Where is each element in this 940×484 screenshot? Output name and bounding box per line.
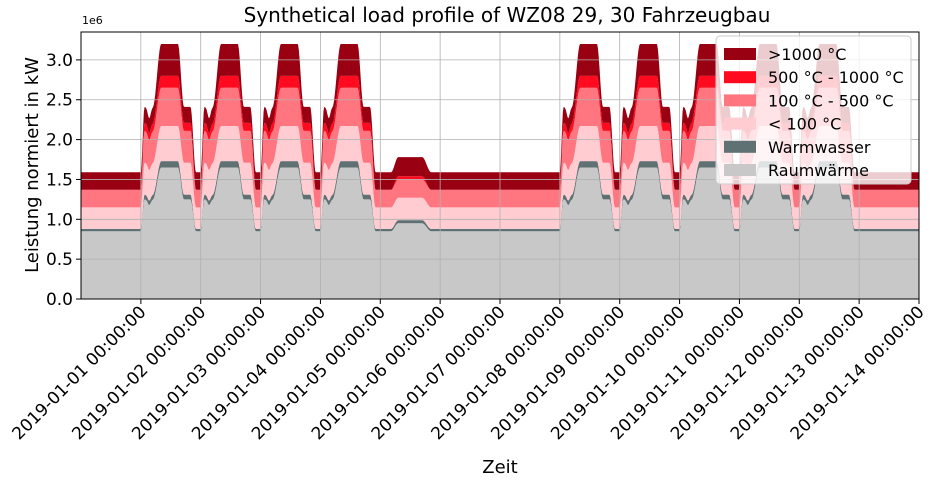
y-ticks: 0.0 0.5 1.0 1.5 2.0 2.5 3.0 [46,51,81,310]
y-tick-label: 1.0 [46,210,73,230]
legend-label: < 100 °C [768,115,841,134]
x-axis-label: Zeit [482,457,517,478]
legend-label: Warmwasser [768,138,871,157]
legend-swatch [724,140,756,153]
legend-label: 100 °C - 500 °C [768,91,894,110]
legend-label: Raumwärme [768,161,869,180]
area-< 100 °C [81,126,919,229]
area-100 °C - 500 °C [81,87,919,208]
legend-label: >1000 °C [768,45,846,64]
y-tick-label: 0.0 [46,290,73,310]
y-tick-label: 3.0 [46,51,73,71]
y-tick-label: 0.5 [46,250,73,270]
area-Warmwasser [81,161,919,232]
legend-swatch [724,71,756,84]
legend-swatch [724,48,756,60]
legend-swatch [724,117,756,130]
y-offset-label: 1e6 [82,14,103,27]
y-tick-label: 1.5 [46,170,73,190]
plot-frame [80,31,920,300]
y-tick-label: 2.0 [46,131,73,151]
legend-swatch [724,164,756,176]
legend-box [715,35,912,185]
y-axis-label: Leistung normiert in kW [22,57,43,273]
chart-title: Synthetical load profile of WZ08 29, 30 … [244,3,771,27]
legend-label: 500 °C - 1000 °C [768,68,904,87]
legend-swatch [724,94,756,107]
y-tick-label: 2.5 [46,91,73,111]
legend: >1000 °C 500 °C - 1000 °C 100 °C - 500 °C <… [715,35,912,185]
